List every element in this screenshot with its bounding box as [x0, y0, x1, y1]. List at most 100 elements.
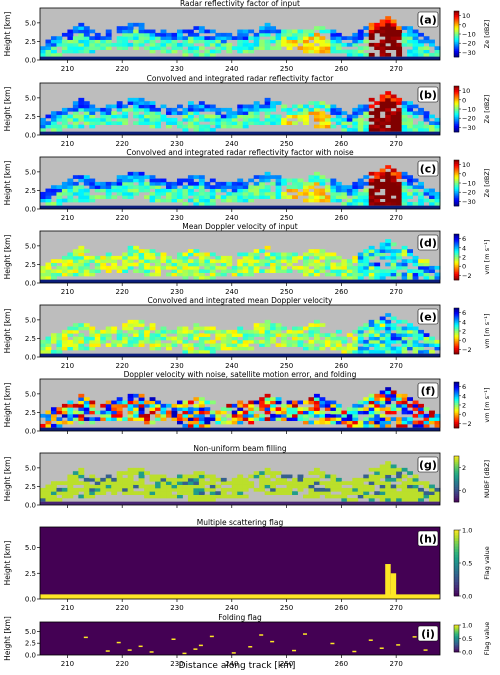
- panel-letter-box: [417, 234, 439, 251]
- panel-letter-box: [417, 160, 439, 177]
- y-tick-label: 2.5: [25, 570, 36, 578]
- surface-band: [40, 205, 440, 209]
- plot-frame: [39, 621, 441, 656]
- colorbar-label: vm [m s⁻¹]: [483, 387, 491, 422]
- colorbar-label: Ze [dBZ]: [483, 20, 491, 49]
- y-tick-label: 0.0: [25, 132, 36, 140]
- x-tick-label: 230: [170, 362, 183, 370]
- surface-band: [40, 279, 440, 283]
- x-tick-label: 270: [389, 660, 402, 668]
- y-tick-label: 0.0: [25, 652, 36, 660]
- flag-point: [248, 646, 253, 648]
- flag-point: [270, 640, 275, 643]
- x-tick-label: 230: [170, 288, 183, 296]
- colorbar-tick-label: 4: [462, 318, 466, 326]
- x-tick-label: 250: [280, 604, 293, 612]
- colorbar-tick-label: −30: [462, 124, 476, 132]
- x-tick-label: 260: [335, 140, 348, 148]
- y-axis-label: Height [km]: [3, 457, 12, 502]
- colorbar-tick-label: −30: [462, 49, 476, 57]
- y-tick-label: 5.0: [25, 628, 36, 636]
- y-tick-label: 5.0: [25, 94, 36, 102]
- x-tick-label: 250: [280, 362, 293, 370]
- flag-point: [259, 634, 264, 636]
- surface-band: [40, 353, 440, 357]
- x-tick-label: 260: [335, 214, 348, 222]
- colorbar-tick-label: 0: [462, 337, 466, 345]
- colorbar-tick-label: −20: [462, 189, 476, 197]
- y-tick-label: 0.0: [25, 502, 36, 510]
- plot-frame: [39, 378, 441, 432]
- colorbar-tick-label: −30: [462, 198, 476, 206]
- x-tick-label: 240: [225, 214, 238, 222]
- panel-letter-box: [417, 11, 439, 28]
- colorbar: 100 −10−20−30 Ze [dBZ]: [453, 10, 491, 58]
- flag-point: [292, 649, 297, 652]
- surface-flag: [40, 594, 440, 599]
- x-tick-label: 230: [170, 65, 183, 73]
- panel-title: Convolved and integrated mean Doppler ve…: [148, 296, 333, 305]
- heatmap-cells: [40, 16, 441, 57]
- panel-g: Non-uniform beam filling 0.0 2.5 5.0 Height …: [3, 444, 491, 510]
- y-tick-label: 2.5: [25, 38, 36, 46]
- flag-point: [138, 645, 143, 648]
- flag-point: [423, 649, 428, 651]
- y-axis-label: Height [km]: [3, 541, 12, 586]
- panel-letter: (g): [419, 459, 437, 472]
- x-tick-label: 250: [280, 214, 293, 222]
- surface-band: [40, 131, 440, 135]
- flag-point: [379, 647, 384, 649]
- panel-letter-box: [417, 456, 439, 473]
- colorbar: 1.0 0.5 0.0 Flag value: [453, 622, 491, 657]
- panel-letter-box: [417, 625, 439, 642]
- panel-letter-box: [417, 382, 439, 399]
- x-tick-label: 240: [225, 288, 238, 296]
- panel-letter: (c): [420, 163, 437, 176]
- x-tick-label: 230: [170, 604, 183, 612]
- colorbar-tick-label: −10: [462, 106, 476, 114]
- flag-point: [303, 633, 308, 635]
- x-tick-label: 220: [116, 604, 129, 612]
- panel-letter-box: [417, 530, 439, 547]
- y-axis-label: Height [km]: [3, 161, 12, 206]
- y-axis-label: Height [km]: [3, 616, 12, 661]
- y-tick-label: 5.0: [25, 242, 36, 250]
- x-tick-label: 220: [116, 140, 129, 148]
- plot-area: [40, 527, 440, 599]
- plot-frame: [39, 82, 441, 136]
- heatmap-cells: [40, 91, 441, 132]
- y-tick-label: 2.5: [25, 261, 36, 269]
- heatmap-cells: [40, 165, 441, 206]
- surface-band: [40, 56, 440, 60]
- x-tick-label: 260: [335, 288, 348, 296]
- panel-letter: (i): [421, 628, 435, 641]
- panel-letter: (e): [419, 311, 437, 324]
- heatmap-cells: [40, 387, 441, 428]
- y-tick-label: 2.5: [25, 409, 36, 417]
- colorbar: 64 20−2 vm [m s⁻¹]: [453, 381, 491, 429]
- y-axis-label: Height [km]: [3, 383, 12, 428]
- colorbar-tick-label: −10: [462, 180, 476, 188]
- colorbar-tick-label: 2: [462, 254, 466, 262]
- x-tick-label: 250: [280, 140, 293, 148]
- panel-title: Convolved and integrated radar reflectiv…: [126, 148, 354, 157]
- x-tick-label: 210: [61, 140, 74, 148]
- colorbar-tick-label: 10: [462, 161, 470, 169]
- plot-frame: [39, 230, 441, 284]
- colorbar-tick-label: 0.0: [462, 649, 472, 657]
- flag-column: [385, 564, 391, 599]
- flag-point: [330, 642, 335, 645]
- colorbar-tick-label: −20: [462, 115, 476, 123]
- y-tick-label: 0.0: [25, 206, 36, 214]
- y-tick-label: 2.5: [25, 640, 36, 648]
- colorbar-tick-label: 1.0: [462, 622, 472, 630]
- colorbar-label: NUBF [dBZ]: [483, 460, 491, 498]
- colorbar-tick-label: 4: [462, 244, 466, 252]
- colorbar-tick-label: 2: [462, 328, 466, 336]
- x-tick-label: 210: [61, 65, 74, 73]
- heatmap-cells: [40, 239, 441, 280]
- x-tick-label: 210: [61, 660, 74, 668]
- colorbar-tick-label: 4: [462, 392, 466, 400]
- panel-i: Folding flag 0.0 2.5 5.0 Height [km] 210 220 23…: [3, 613, 491, 668]
- x-tick-label: 260: [335, 65, 348, 73]
